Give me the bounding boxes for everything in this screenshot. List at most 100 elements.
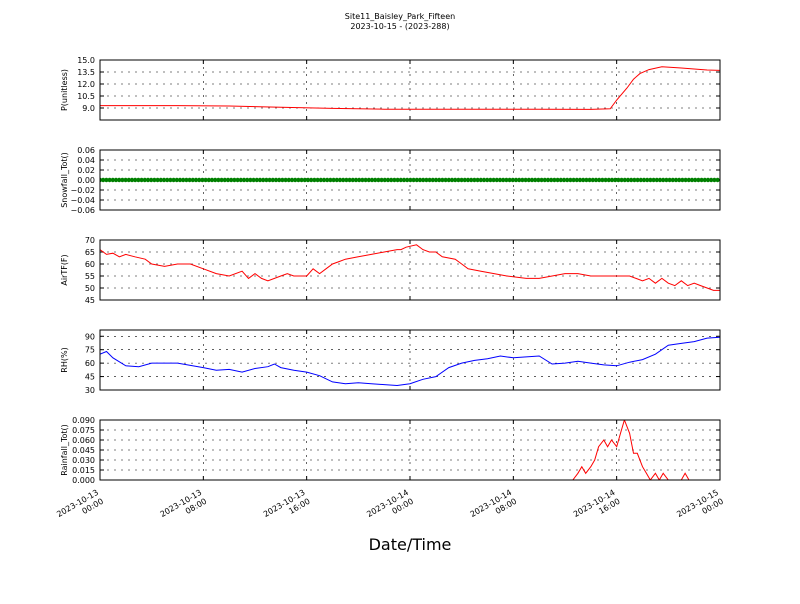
data-point xyxy=(542,177,547,183)
y-tick-label: 0.04 xyxy=(77,156,95,165)
panel-1: 9.0 10.5 12.0 13.5 15.0 P(unitless) xyxy=(60,56,721,121)
data-point xyxy=(318,177,323,183)
y-tick-label: 0.045 xyxy=(72,446,95,455)
data-point xyxy=(312,177,317,183)
y-tick-label: 0.075 xyxy=(72,426,95,435)
data-point xyxy=(321,177,327,183)
y-axis-label: P(unitless) xyxy=(60,69,69,111)
panel-frame xyxy=(99,419,721,481)
data-point xyxy=(555,177,560,183)
data-point xyxy=(433,177,439,183)
data-point xyxy=(558,177,563,183)
data-point xyxy=(203,177,208,183)
data-point xyxy=(651,177,656,183)
data-point xyxy=(302,177,307,183)
panel-5: 0.0000.0150.0300.0450.0600.0750.090Rainf… xyxy=(60,416,721,485)
data-point xyxy=(497,177,503,183)
chart-subtitle: 2023-10-15 - (2023-288) xyxy=(350,22,449,31)
y-tick-label: 90 xyxy=(85,332,95,341)
data-point xyxy=(334,177,339,183)
x-tick-label: 2023-10-1400:00 xyxy=(365,488,415,528)
data-point xyxy=(344,177,349,183)
data-point xyxy=(145,177,151,183)
data-point xyxy=(539,177,544,183)
data-point xyxy=(635,177,640,183)
data-point xyxy=(286,177,291,183)
y-tick-label: 13.5 xyxy=(77,68,95,77)
panel-frame xyxy=(99,329,721,391)
data-point xyxy=(280,177,285,183)
data-point xyxy=(648,177,653,183)
data-point xyxy=(401,177,407,183)
data-point xyxy=(152,177,157,183)
data-point xyxy=(638,177,643,183)
data-point xyxy=(702,177,707,183)
data-point xyxy=(184,177,189,183)
data-point xyxy=(248,177,253,183)
data-point xyxy=(619,177,624,183)
data-point xyxy=(421,177,426,183)
data-point xyxy=(389,177,394,183)
data-point xyxy=(277,177,282,183)
data-point xyxy=(705,177,711,183)
y-tick-label: 10.5 xyxy=(77,92,95,101)
data-point xyxy=(683,177,688,183)
data-point xyxy=(606,177,611,183)
data-point xyxy=(110,177,116,183)
data-point xyxy=(545,177,551,183)
data-point xyxy=(597,177,602,183)
data-point xyxy=(168,177,173,183)
x-tick-label: 2023-10-1408:00 xyxy=(469,488,519,528)
data-point xyxy=(101,177,106,183)
data-point xyxy=(369,177,375,183)
data-point xyxy=(478,177,483,183)
panel-frame xyxy=(99,149,721,211)
panel-4: 30 45 60 75 90 RH(%) xyxy=(60,329,721,395)
data-point xyxy=(267,177,272,183)
chart-title: Site11_Baisley_Park_Fifteen xyxy=(345,12,455,21)
data-point xyxy=(645,177,650,183)
data-point xyxy=(680,177,685,183)
y-tick-label: 0.02 xyxy=(77,166,95,175)
data-point xyxy=(197,177,202,183)
data-point xyxy=(449,177,455,183)
data-point xyxy=(446,177,451,183)
y-tick-label: 50 xyxy=(85,284,95,293)
data-point xyxy=(366,177,371,183)
data-point xyxy=(193,177,199,183)
data-point xyxy=(155,177,160,183)
y-tick-label: 15.0 xyxy=(77,56,95,65)
data-point xyxy=(149,177,154,183)
x-axis-label: Date/Time xyxy=(369,535,452,554)
data-point xyxy=(181,177,186,183)
data-point xyxy=(657,177,663,183)
y-tick-label: 70 xyxy=(85,236,95,245)
data-point xyxy=(174,177,179,183)
data-point xyxy=(411,177,416,183)
data-point xyxy=(693,177,698,183)
data-point xyxy=(341,177,346,183)
data-point xyxy=(254,177,259,183)
data-point xyxy=(315,177,320,183)
data-point xyxy=(673,177,679,183)
panel-2: −0.06−0.04−0.020.000.020.040.06 Snowfall_… xyxy=(60,146,721,215)
data-point xyxy=(510,177,515,183)
data-point xyxy=(443,177,448,183)
data-point xyxy=(190,177,195,183)
data-point xyxy=(670,177,675,183)
data-point xyxy=(590,177,595,183)
data-point xyxy=(661,177,666,183)
data-point xyxy=(360,177,365,183)
data-point xyxy=(501,177,506,183)
data-point xyxy=(232,177,237,183)
data-point xyxy=(712,177,717,183)
y-tick-label: 45 xyxy=(85,373,95,382)
y-tick-label: 0.00 xyxy=(77,176,95,185)
series-line xyxy=(100,336,720,387)
y-axis-label: Snowfall_Tot() xyxy=(60,152,69,208)
series-line xyxy=(100,244,720,291)
data-point xyxy=(677,177,682,183)
data-point xyxy=(629,177,634,183)
data-point xyxy=(222,177,227,183)
data-point xyxy=(209,177,215,183)
